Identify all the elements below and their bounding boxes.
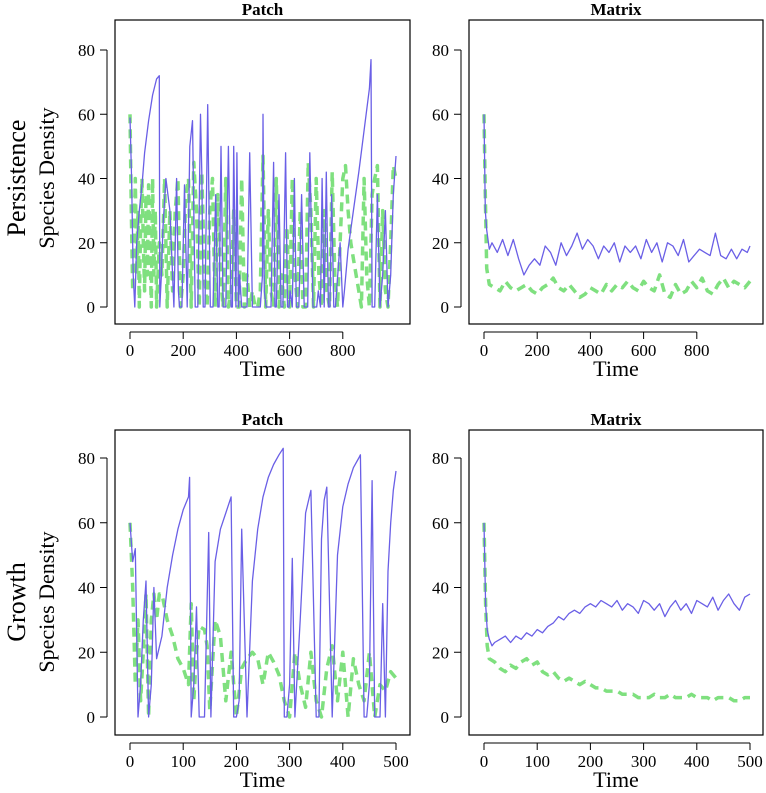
row-title-growth: Growth xyxy=(2,562,31,641)
x-tick-label: 300 xyxy=(277,752,303,771)
y-tick-label: 80 xyxy=(432,449,449,468)
panel-title: Matrix xyxy=(591,0,642,19)
x-tick-label: 400 xyxy=(330,752,356,771)
x-tick-label: 600 xyxy=(631,341,657,360)
row-ylabel-persistence: Species Density xyxy=(34,107,59,248)
x-tick-label: 400 xyxy=(578,341,604,360)
y-tick-label: 20 xyxy=(78,643,95,662)
row-title-persistence: Persistence xyxy=(2,120,31,237)
y-tick-label: 40 xyxy=(432,579,449,598)
plot-frame xyxy=(114,19,411,325)
x-axis-title: Time xyxy=(240,356,286,381)
x-tick-label: 200 xyxy=(224,752,250,771)
x-axis-title: Time xyxy=(240,767,286,792)
y-tick-label: 20 xyxy=(78,234,95,253)
panel-persistence-patch: Patch 0 200 400 600 800 Time 0 20 40 60 80 xyxy=(78,0,411,381)
plot-frame xyxy=(114,429,411,736)
x-tick-label: 200 xyxy=(578,752,604,771)
panel-growth-patch: Patch 0 100 200 300 400 500 Time 0 20 40 60 80 xyxy=(78,410,411,792)
y-tick-label: 80 xyxy=(432,41,449,60)
x-tick-label: 100 xyxy=(170,752,196,771)
y-tick-label: 40 xyxy=(432,170,449,189)
x-tick-label: 500 xyxy=(383,752,409,771)
y-tick-label: 60 xyxy=(432,105,449,124)
y-tick-label: 80 xyxy=(78,41,95,60)
x-tick-label: 800 xyxy=(684,341,710,360)
x-tick-label: 300 xyxy=(631,752,657,771)
series-dashed xyxy=(482,114,752,300)
y-tick-label: 60 xyxy=(432,514,449,533)
y-tick-label: 20 xyxy=(432,643,449,662)
y-tick-label: 40 xyxy=(78,579,95,598)
x-tick-label: 200 xyxy=(524,341,550,360)
x-tick-label: 600 xyxy=(277,341,303,360)
x-tick-label: 0 xyxy=(480,341,489,360)
panel-title: Patch xyxy=(242,0,284,19)
series-solid xyxy=(483,522,751,647)
y-tick-label: 80 xyxy=(78,449,95,468)
x-tick-label: 400 xyxy=(684,752,710,771)
series-dashed xyxy=(128,114,398,309)
y-tick-label: 60 xyxy=(78,105,95,124)
y-tick-label: 20 xyxy=(432,234,449,253)
x-tick-label: 500 xyxy=(737,752,763,771)
x-tick-label: 100 xyxy=(524,752,550,771)
series-solid xyxy=(483,114,751,276)
y-tick-label: 0 xyxy=(87,708,96,727)
y-tick-label: 0 xyxy=(441,708,450,727)
x-tick-label: 0 xyxy=(126,752,135,771)
series-solid xyxy=(129,447,397,718)
x-tick-label: 400 xyxy=(224,341,250,360)
series-dashed xyxy=(482,522,750,703)
panel-persistence-matrix: Matrix 0 200 400 600 800 Time 0 20 40 60 80 xyxy=(432,0,764,381)
x-axis-title: Time xyxy=(593,356,639,381)
y-tick-label: 0 xyxy=(441,298,450,317)
plot-frame xyxy=(468,19,764,325)
series-dashed xyxy=(128,522,398,719)
x-tick-label: 800 xyxy=(330,341,356,360)
panel-title: Matrix xyxy=(591,410,642,429)
row-ylabel-growth: Species Density xyxy=(34,531,59,672)
x-tick-label: 0 xyxy=(126,341,135,360)
x-tick-label: 200 xyxy=(170,341,196,360)
panel-title: Patch xyxy=(242,410,284,429)
plot-frame xyxy=(468,429,764,736)
x-tick-label: 0 xyxy=(480,752,489,771)
y-tick-label: 60 xyxy=(78,514,95,533)
series-solid xyxy=(129,58,397,308)
y-tick-label: 0 xyxy=(87,298,96,317)
x-axis-title: Time xyxy=(593,767,639,792)
y-tick-label: 40 xyxy=(78,170,95,189)
panel-growth-matrix: Matrix 0 100 200 300 400 500 Time 0 20 40 60 80 xyxy=(432,410,764,792)
